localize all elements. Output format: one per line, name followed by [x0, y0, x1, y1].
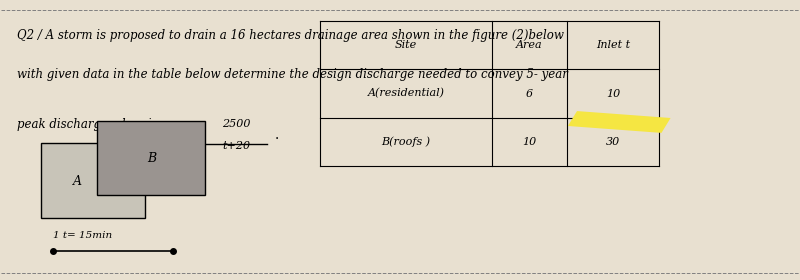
Text: 2500: 2500 — [222, 119, 251, 129]
Text: with given data in the table below determine the design discharge needed to conv: with given data in the table below deter… — [18, 68, 568, 81]
Text: 1 t= 15min: 1 t= 15min — [54, 231, 112, 240]
Text: 10: 10 — [606, 88, 620, 99]
Text: Q2 / A storm is proposed to drain a 16 hectares drainage area shown in the figur: Q2 / A storm is proposed to drain a 16 h… — [18, 29, 564, 42]
Text: peak discharge when i=: peak discharge when i= — [18, 118, 162, 131]
Text: .: . — [275, 127, 279, 141]
Text: B(roofs ): B(roofs ) — [382, 137, 430, 147]
Bar — [97, 121, 205, 195]
Text: 30: 30 — [606, 137, 620, 147]
Text: t+20: t+20 — [222, 141, 250, 151]
Text: 10: 10 — [522, 137, 537, 147]
Text: Area: Area — [516, 40, 543, 50]
Text: A(residential): A(residential) — [367, 88, 445, 99]
Text: Inlet t: Inlet t — [596, 40, 630, 50]
Text: B: B — [146, 151, 156, 165]
Text: Site: Site — [395, 40, 417, 50]
Text: A: A — [73, 175, 82, 188]
Polygon shape — [568, 111, 670, 133]
Text: 6: 6 — [526, 88, 533, 99]
Bar — [42, 143, 145, 218]
